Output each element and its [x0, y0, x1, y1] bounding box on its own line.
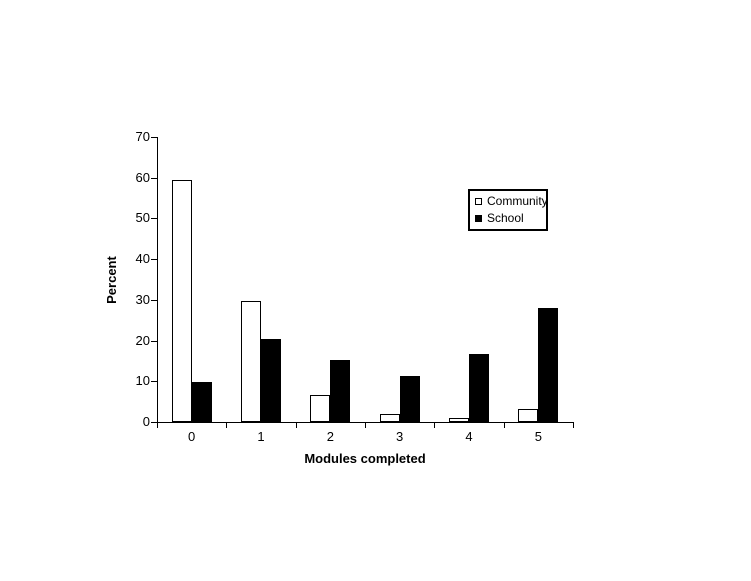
y-tick-mark: [151, 177, 157, 179]
bar-community-1: [241, 301, 261, 422]
bar-school-1: [261, 339, 281, 422]
y-tick-mark: [151, 381, 157, 383]
x-axis-title: Modules completed: [304, 451, 426, 466]
bar-community-0: [171, 180, 192, 422]
legend-label-school: School: [487, 211, 524, 225]
bar-school-4: [469, 354, 489, 422]
legend-label-community: Community: [487, 194, 548, 208]
y-tick-label: 20: [135, 332, 150, 348]
x-tick-label: 5: [534, 429, 542, 444]
y-tick-label: 0: [142, 414, 150, 429]
y-tick-mark: [151, 299, 157, 301]
bar-school-5: [538, 308, 559, 422]
y-tick-mark: [151, 422, 157, 423]
x-tick-label: 3: [396, 429, 404, 444]
bar-school-0: [191, 382, 212, 422]
x-tick-mark: [226, 423, 228, 428]
y-tick-label: 30: [135, 291, 150, 307]
bar-community-5: [518, 409, 539, 422]
bar-school-2: [330, 360, 351, 422]
legend-item-school: School: [475, 212, 546, 225]
x-tick-label: 4: [465, 429, 473, 444]
school-filled-square-marker-icon: [475, 215, 482, 222]
y-tick-label: 70: [135, 129, 150, 144]
y-tick-label: 10: [135, 373, 150, 389]
y-tick-label: 50: [135, 210, 150, 226]
legend: Community School: [468, 189, 548, 231]
x-tick-mark: [503, 423, 505, 428]
x-tick-label: 2: [326, 429, 334, 444]
bar-community-4: [449, 418, 469, 422]
bar-school-3: [399, 376, 420, 422]
y-tick-label: 60: [135, 169, 150, 185]
x-axis-line: [157, 422, 574, 423]
y-axis-line: [157, 137, 158, 427]
community-open-square-marker-icon: [475, 198, 482, 205]
bar-community-3: [379, 414, 400, 422]
y-tick-mark: [151, 340, 157, 342]
y-tick-mark: [151, 259, 157, 261]
y-tick-label: 40: [135, 251, 150, 267]
x-tick-mark: [295, 423, 297, 428]
x-tick-mark: [365, 423, 366, 428]
y-tick-mark: [151, 218, 157, 220]
x-tick-mark: [434, 423, 436, 428]
x-tick-label: 0: [188, 429, 196, 444]
bar-community-2: [310, 395, 331, 422]
x-tick-label: 1: [257, 429, 265, 444]
y-tick-mark: [151, 137, 157, 138]
x-tick-mark: [573, 423, 574, 428]
legend-item-community: Community: [475, 194, 548, 208]
